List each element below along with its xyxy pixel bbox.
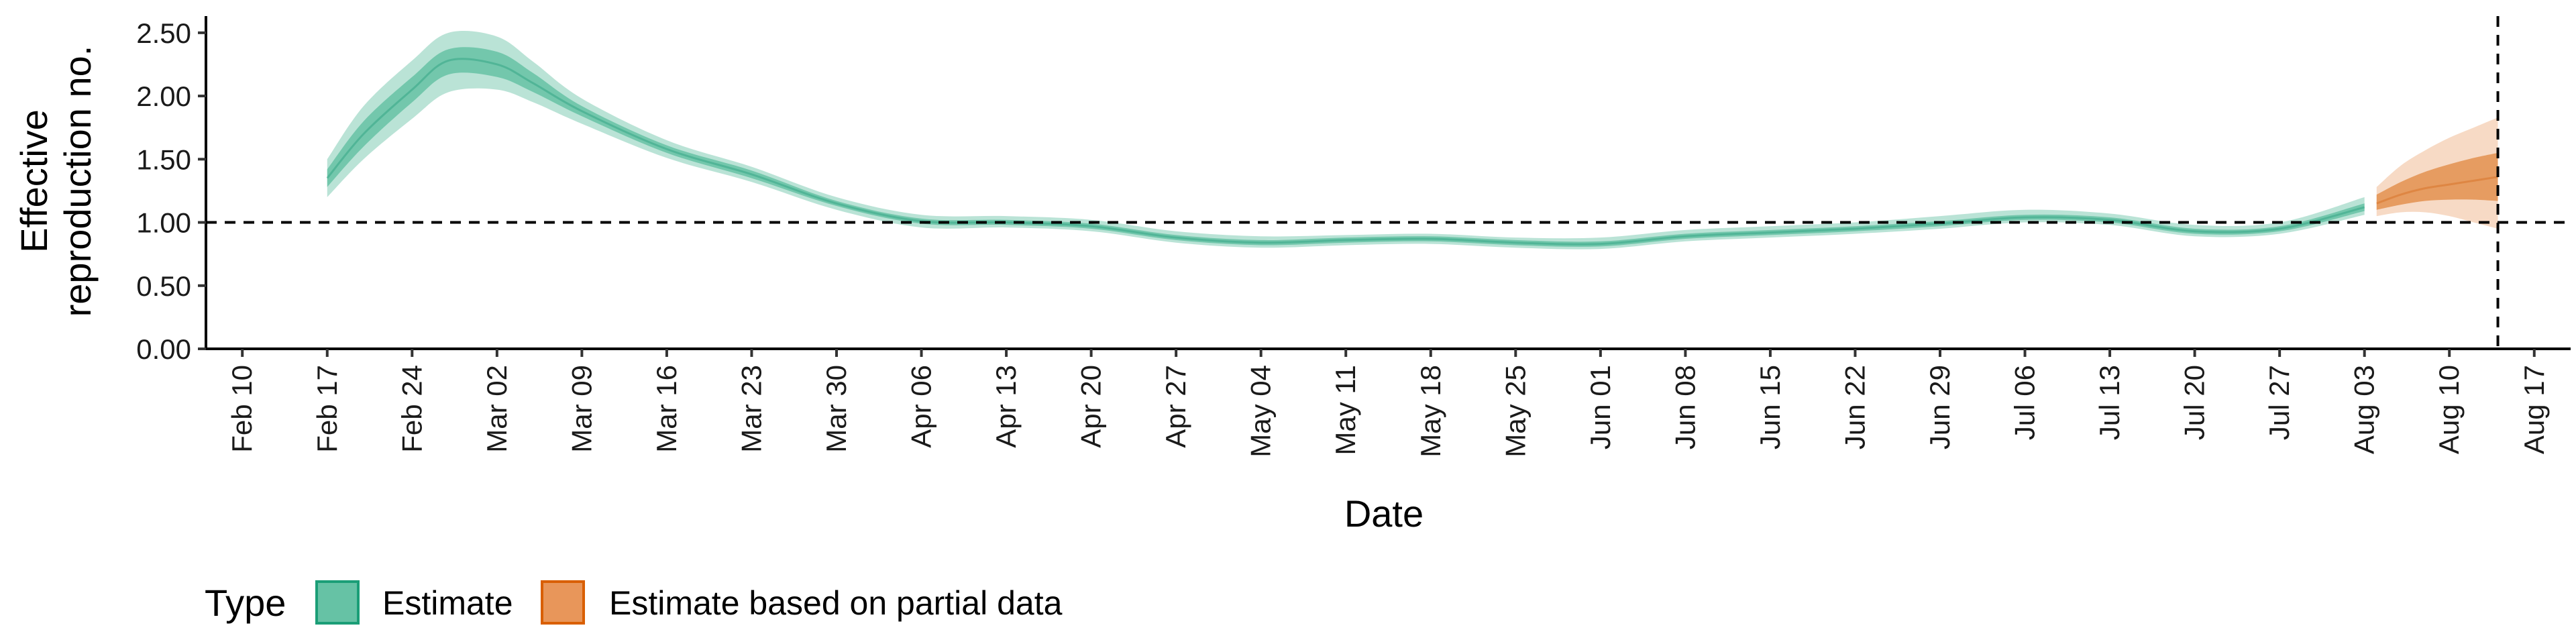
uncertainty-bands <box>326 31 2498 250</box>
y-tick-label: 2.50 <box>136 17 191 49</box>
x-tick-label: Feb 24 <box>396 365 427 453</box>
legend-key-partial <box>541 580 585 625</box>
x-tick-label: Jul 20 <box>2179 365 2210 440</box>
legend-title: Type <box>205 582 286 624</box>
x-tick-label: Jul 27 <box>2263 365 2295 440</box>
legend-label-partial: Estimate based on partial data <box>609 584 1063 622</box>
x-tick-label: Mar 23 <box>735 365 767 453</box>
x-tick-label: Apr 13 <box>990 365 1022 448</box>
legend: Type Estimate Estimate based on partial … <box>205 580 1063 625</box>
x-tick-label: Jul 06 <box>2009 365 2041 440</box>
x-tick-label: Apr 20 <box>1075 365 1107 448</box>
x-tick-label: Aug 17 <box>2518 365 2550 454</box>
x-tick-label: May 04 <box>1245 365 1277 458</box>
y-tick-label: 0.50 <box>136 270 191 302</box>
y-axis-title-line-1: Effective <box>13 109 55 253</box>
legend-label-estimate: Estimate <box>382 584 513 622</box>
x-axis-title: Date <box>1344 492 1424 535</box>
x-tick-label: Jun 29 <box>1924 365 1955 449</box>
partial-band-50 <box>2376 152 2498 210</box>
x-tick-label: Apr 27 <box>1160 365 1191 448</box>
axes <box>205 16 2571 350</box>
reference-lines <box>206 16 2571 349</box>
x-tick-label: Apr 06 <box>906 365 937 448</box>
x-tick-label: Aug 10 <box>2433 365 2465 454</box>
x-tick-label: Jun 15 <box>1754 365 1786 449</box>
y-axis-title-line-2: reproduction no. <box>56 46 99 317</box>
y-tick-label: 2.00 <box>136 80 191 112</box>
x-tick-label: May 25 <box>1499 365 1531 458</box>
x-tick-label: Aug 03 <box>2349 365 2380 454</box>
x-tick-label: Jun 08 <box>1669 365 1701 449</box>
x-tick-label: Feb 17 <box>311 365 343 453</box>
x-tick-label: May 18 <box>1415 365 1446 458</box>
x-tick-label: Jul 13 <box>2094 365 2125 440</box>
x-tick-label: Feb 10 <box>226 365 258 453</box>
x-tick-label: Mar 09 <box>566 365 597 453</box>
x-tick-label: Mar 30 <box>820 365 852 453</box>
x-tick-label: Jun 01 <box>1585 365 1616 449</box>
estimate-median-line <box>326 58 2365 246</box>
legend-key-estimate <box>315 580 360 625</box>
x-tick-label: Jun 22 <box>1839 365 1870 449</box>
x-tick-label: Mar 02 <box>481 365 513 453</box>
y-tick-label: 1.50 <box>136 144 191 175</box>
y-tick-label: 1.00 <box>136 207 191 239</box>
x-tick-label: Mar 16 <box>651 365 682 453</box>
tick-labels: 0.00 0.50 1.00 1.50 2.00 2.50 Feb 10 Feb 17 Feb … <box>136 17 2550 458</box>
y-tick-label: 0.00 <box>136 333 191 365</box>
x-tick-label: May 11 <box>1330 365 1361 455</box>
partial-median-line <box>2376 176 2498 205</box>
